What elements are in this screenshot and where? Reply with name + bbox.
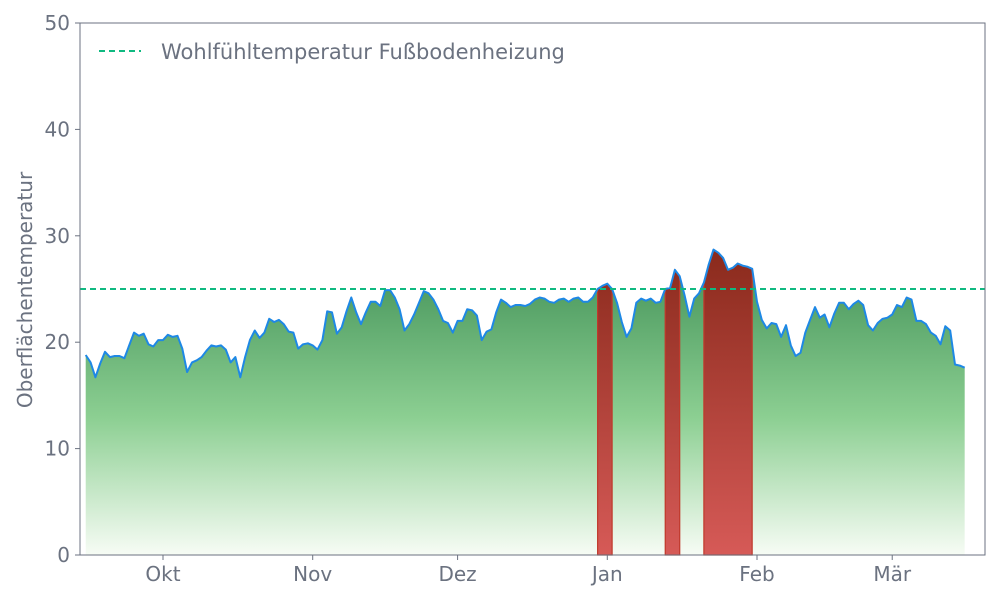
x-tick-label: Feb <box>739 562 774 586</box>
y-tick-label: 20 <box>45 330 70 354</box>
legend-entry: Wohlfühltemperatur Fußbodenheizung <box>161 40 565 64</box>
x-tick-label: Nov <box>293 562 332 586</box>
legend: Wohlfühltemperatur Fußbodenheizung <box>99 40 565 64</box>
x-tick-label: Mär <box>873 562 912 586</box>
y-tick-label: 10 <box>45 437 70 461</box>
area-fill-above-threshold <box>596 282 613 556</box>
y-tick-label: 40 <box>45 117 70 141</box>
x-tick-label: Dez <box>438 562 476 586</box>
plot-frame <box>79 22 986 556</box>
y-tick-label: 30 <box>45 224 70 248</box>
x-tick-label: Jan <box>590 562 623 586</box>
area-fill-above-threshold <box>664 268 681 556</box>
x-tick-label: Okt <box>145 562 180 586</box>
area-fill-above-threshold <box>703 248 753 556</box>
y-axis-label: Oberflächentemperatur <box>13 171 37 408</box>
y-tick-label: 0 <box>57 543 70 567</box>
temperature-line <box>84 248 966 379</box>
y-tick-label: 50 <box>45 11 70 35</box>
area-fill-below-threshold <box>85 249 965 555</box>
